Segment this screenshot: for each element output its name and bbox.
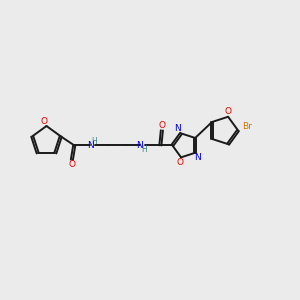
Text: O: O: [40, 117, 48, 126]
Text: H: H: [92, 137, 97, 146]
Text: O: O: [225, 107, 232, 116]
Text: O: O: [68, 160, 75, 169]
Text: N: N: [87, 141, 94, 150]
Text: H: H: [141, 145, 147, 154]
Text: O: O: [176, 158, 183, 167]
Text: N: N: [194, 153, 201, 162]
Text: Br: Br: [242, 122, 252, 131]
Text: N: N: [136, 141, 143, 150]
Text: N: N: [174, 124, 181, 134]
Text: O: O: [158, 122, 165, 130]
